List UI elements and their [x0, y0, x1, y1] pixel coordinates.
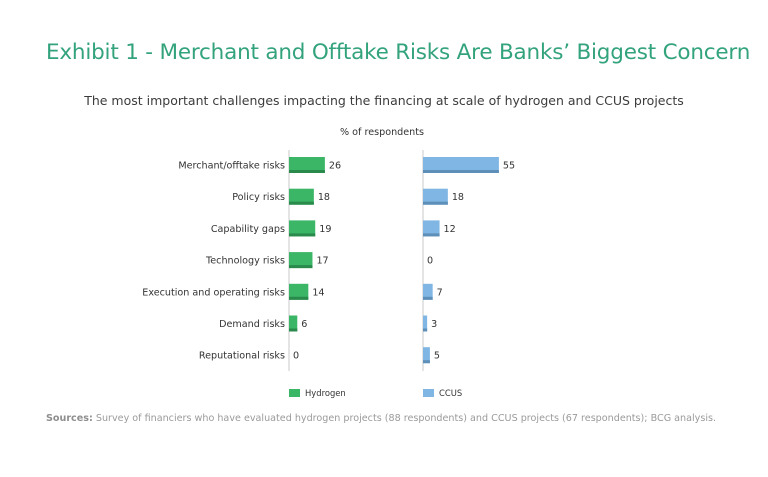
legend-label: CCUS — [439, 388, 462, 398]
bar-shadow — [423, 170, 499, 173]
source-text: Survey of financiers who have evaluated … — [95, 413, 717, 424]
data-label: 7 — [437, 287, 443, 298]
bar-shadow — [289, 328, 298, 332]
bar-shadow — [289, 296, 309, 300]
bar — [289, 220, 316, 237]
data-label: 5 — [434, 351, 440, 362]
exhibit-title: Exhibit 1 - Merchant and Offtake Risks A… — [46, 40, 751, 65]
source-note: Sources: Survey of financiers who have e… — [46, 413, 716, 424]
bar-shadow — [423, 360, 430, 364]
bar-shadow — [289, 265, 313, 269]
legend-label: Hydrogen — [305, 388, 346, 398]
data-label: 18 — [452, 192, 464, 203]
data-label: 0 — [427, 256, 433, 267]
data-label: 17 — [316, 256, 328, 267]
bar — [289, 283, 309, 300]
legend-swatch — [289, 389, 300, 397]
bar-shadow — [289, 170, 325, 173]
bar-shadow — [289, 233, 316, 237]
data-label: 14 — [312, 287, 324, 298]
chart-subtitle: The most important challenges impacting … — [84, 93, 684, 108]
category-label: Reputational risks — [199, 351, 285, 362]
legend-swatch — [423, 389, 434, 397]
data-label: 26 — [329, 161, 341, 172]
bar — [423, 315, 428, 332]
data-label: 0 — [293, 351, 299, 362]
bar-shadow — [423, 233, 440, 237]
bar — [423, 220, 440, 237]
data-label: 6 — [301, 319, 307, 330]
bar — [423, 157, 499, 173]
data-label: 55 — [503, 161, 515, 172]
category-label: Capability gaps — [211, 224, 285, 235]
bar — [423, 347, 430, 364]
category-label: Policy risks — [232, 192, 285, 203]
bar — [289, 157, 325, 173]
bar-shadow — [289, 201, 314, 205]
bar — [289, 315, 298, 332]
category-label: Technology risks — [205, 256, 285, 267]
unit-label: % of respondents — [340, 127, 424, 138]
data-label: 3 — [431, 319, 437, 330]
bar — [423, 283, 433, 300]
category-label: Merchant/offtake risks — [178, 161, 285, 172]
bar — [289, 188, 314, 205]
bar-shadow — [423, 328, 428, 332]
bar-shadow — [423, 201, 448, 205]
data-label: 12 — [444, 224, 456, 235]
source-label: Sources: — [46, 413, 93, 424]
category-label: Demand risks — [219, 319, 285, 330]
category-label: Execution and operating risks — [142, 287, 285, 298]
data-label: 18 — [318, 192, 330, 203]
bar — [289, 252, 313, 269]
data-label: 19 — [319, 224, 331, 235]
bar — [423, 188, 448, 205]
bar-shadow — [423, 296, 433, 300]
